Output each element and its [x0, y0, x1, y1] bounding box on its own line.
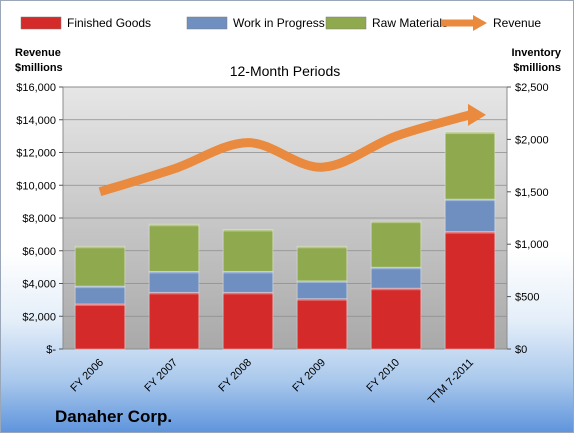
left-axis-title-line1: Revenue [15, 47, 61, 59]
left-tick-label: $- [46, 344, 56, 356]
bar-finished-goods [296, 298, 348, 350]
bar-highlight [371, 288, 421, 291]
bar-raw-materials [370, 220, 422, 268]
legend-label-work-in-progress: Work in Progress [233, 16, 325, 30]
bar-highlight [445, 231, 495, 234]
left-tick-label: $8,000 [22, 213, 56, 225]
x-tick-label: FY 2006 [68, 357, 106, 395]
legend-label-revenue: Revenue [493, 16, 541, 30]
gridlines [63, 119, 507, 317]
bar-highlight [445, 132, 495, 135]
bars [74, 131, 496, 350]
right-tick-label: $1,500 [515, 187, 549, 199]
right-tick-label: $500 [515, 292, 539, 304]
right-tick-label: $2,000 [515, 134, 549, 146]
legend-swatch-finished-goods [20, 16, 62, 30]
left-axis-ticks: $- $2,000 $4,000 $6,000 $8,000 $10,000 $12,000… [16, 82, 63, 356]
left-tick-label: $12,000 [16, 148, 56, 160]
company-name: Danaher Corp. [55, 407, 172, 426]
bar-highlight [371, 267, 421, 270]
chart-subtitle: 12-Month Periods [230, 63, 341, 79]
bar-finished-goods [444, 231, 496, 350]
left-axis-title-line2: $millions [15, 62, 63, 74]
bar-highlight [297, 298, 347, 301]
x-tick-label: FY 2007 [142, 357, 180, 395]
bar-work-in-progress [370, 266, 422, 289]
bar-work-in-progress [444, 198, 496, 233]
bar-highlight [75, 286, 125, 289]
right-tick-label: $1,000 [515, 239, 549, 251]
bar-finished-goods [222, 291, 274, 350]
left-tick-label: $2,000 [22, 311, 56, 323]
revenue-line-arrowhead [468, 103, 486, 126]
bar-raw-materials [444, 131, 496, 200]
bar-work-in-progress [222, 270, 274, 293]
right-tick-label: $0 [515, 344, 527, 356]
revenue-line [98, 103, 486, 197]
right-axis-title-line2: $millions [513, 62, 561, 74]
legend-label-finished-goods: Finished Goods [67, 16, 151, 30]
bar-raw-materials [74, 245, 126, 287]
bar-highlight [75, 246, 125, 249]
bar-finished-goods [370, 287, 422, 350]
left-tick-label: $6,000 [22, 246, 56, 258]
bar-raw-materials [148, 223, 200, 272]
legend-swatch-work-in-progress [186, 16, 228, 30]
revenue-line-path [98, 110, 472, 197]
bar-highlight [223, 292, 273, 295]
left-tick-label: $10,000 [16, 180, 56, 192]
bar-work-in-progress [296, 280, 348, 300]
legend-arrow-revenue [473, 15, 487, 31]
bar-highlight [223, 271, 273, 274]
bar-highlight [445, 199, 495, 202]
legend-label-raw-materials: Raw Materials [372, 16, 448, 30]
bar-highlight [223, 229, 273, 232]
bar-highlight [149, 271, 199, 274]
bar-highlight [371, 221, 421, 224]
bar-raw-materials [296, 245, 348, 282]
bar-highlight [297, 246, 347, 249]
legend-swatch-raw-materials [325, 16, 367, 30]
legend: Finished Goods Work in Progress Raw Materi… [20, 15, 541, 31]
bar-work-in-progress [148, 270, 200, 293]
bar-highlight [149, 224, 199, 227]
x-tick-label: FY 2009 [290, 357, 328, 395]
bar-highlight [75, 303, 125, 306]
bar-finished-goods [148, 291, 200, 350]
x-tick-label: FY 2010 [364, 357, 402, 395]
right-tick-label: $2,500 [515, 82, 549, 94]
left-tick-label: $14,000 [16, 115, 56, 127]
right-axis-title-line1: Inventory [511, 47, 561, 59]
x-tick-label: TTM 7-2011 [426, 357, 476, 407]
bar-finished-goods [74, 303, 126, 350]
bar-work-in-progress [74, 285, 126, 305]
left-tick-label: $16,000 [16, 82, 56, 94]
bar-raw-materials [222, 229, 274, 272]
x-tick-label: FY 2008 [216, 357, 254, 395]
x-axis-ticks: FY 2006 FY 2007 FY 2008 FY 2009 FY 2010 TTM 7… [68, 357, 476, 407]
bar-highlight [297, 280, 347, 283]
bar-highlight [149, 292, 199, 295]
right-axis-ticks: $0 $500 $1,000 $1,500 $2,000 $2,500 [507, 82, 549, 356]
left-tick-label: $4,000 [22, 279, 56, 291]
